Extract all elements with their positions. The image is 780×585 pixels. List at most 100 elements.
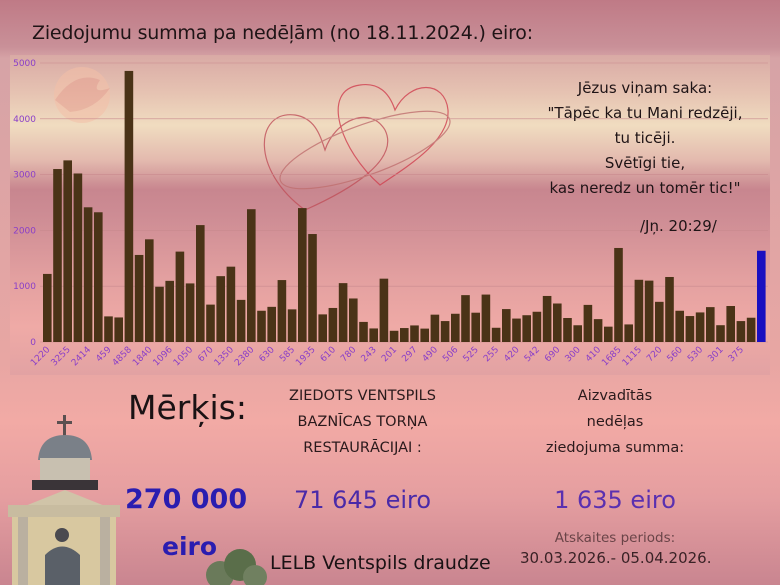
bar [114,317,123,342]
bar [267,306,276,342]
bar [655,301,664,342]
bar [359,321,368,342]
last-week-label: Aizvadītās nedēļas ziedojuma summa: [520,383,710,461]
bar [216,276,225,342]
bar [145,239,154,342]
x-tick-label: 1220 [29,345,52,368]
x-tick-label: 525 [462,345,481,364]
bar [175,251,185,342]
church-tower-image [8,415,120,585]
bar [512,318,521,342]
bar [257,310,266,342]
bar [726,306,735,342]
last-week-label-line: nedēļas [586,414,644,430]
bar [624,324,633,342]
period-label: Atskaites periods: [554,530,676,546]
y-tick-label: 2000 [13,226,36,236]
x-tick-label: 1115 [621,345,644,368]
bar [491,327,501,342]
x-tick-label: 720 [645,345,664,364]
bar [451,313,460,342]
bar [716,325,725,342]
bar [400,328,409,342]
bar [614,247,623,342]
bar [318,314,327,342]
x-tick-label: 420 [502,345,521,364]
dove-decoration [54,67,110,123]
x-tick-label: 243 [360,345,379,364]
x-tick-label: 1050 [172,345,195,368]
y-tick-label: 0 [30,338,36,348]
bar [287,309,297,342]
x-tick-label: 3255 [50,345,73,368]
y-tick-label: 1000 [13,282,36,292]
quote-line: "Tāpēc ka tu Mani redzēji, [547,104,743,122]
x-tick-label: 1840 [131,345,154,368]
bar [481,294,491,342]
last-week-label-line: Aizvadītās [577,388,653,404]
goal-label: Mērķis: [128,388,247,427]
quote-line: tu ticēji. [614,129,676,147]
bar [308,234,317,342]
bar [440,321,450,342]
bar [736,321,746,342]
y-tick-label: 5000 [13,59,36,69]
goal-unit: eiro [162,532,218,561]
current-week-bar [757,250,766,342]
quote-line: Svētīgi tie, [604,154,686,172]
quote-line: Jēzus viņam saka: [577,79,713,97]
x-tick-label: 297 [400,345,419,364]
bar [471,312,480,342]
goal-amount: 270 000 [125,484,248,515]
bar [410,325,419,342]
x-tick-label: 2380 [233,345,256,368]
x-tick-label: 610 [319,345,338,364]
x-tick-label: 300 [564,345,583,364]
bar [206,304,215,342]
bar [73,173,83,342]
bar [277,280,287,342]
x-tick-label: 1685 [600,345,623,368]
bar [746,317,756,342]
chart-title: Ziedojumu summa pa nedēļām (no 18.11.202… [32,22,533,44]
bar [53,169,62,342]
x-tick-label: 1096 [152,345,175,368]
bar [461,295,470,342]
bar [104,316,113,342]
bar [522,315,531,342]
y-tick-label: 3000 [13,171,36,181]
bar [389,330,399,342]
bar [338,283,348,342]
donated-amount: 71 645 eiro [293,486,432,514]
period-value: 30.03.2026.- 05.04.2026. [520,549,712,567]
last-week-amount: 1 635 eiro [554,486,676,514]
bar [430,314,440,342]
bar [542,295,552,342]
bar [604,326,613,342]
bar [583,304,593,342]
organization-name: LELB Ventspils draudze [270,552,491,574]
x-tick-label: 1935 [294,345,317,368]
bar [695,312,705,342]
x-tick-label: 690 [543,345,562,364]
tree-image [206,549,267,585]
bar [675,310,684,342]
bar [185,283,195,342]
x-tick-label: 375 [727,345,746,364]
x-tick-label: 780 [339,345,358,364]
x-tick-label: 630 [258,345,277,364]
bar [247,209,256,342]
x-tick-label: 506 [441,345,460,364]
bar [420,328,429,342]
bar [328,307,338,342]
x-tick-label: 560 [666,345,685,364]
donated-label: ZIEDOTS VENTSPILS BAZNĪCAS TORŅA RESTAUR… [270,383,455,461]
x-tick-label: 1350 [213,345,236,368]
donated-label-line: BAZNĪCAS TORŅA [297,414,428,430]
bar [553,303,562,342]
x-tick-label: 201 [380,345,399,364]
bar [155,286,164,342]
bar [665,276,674,342]
bar [593,319,603,342]
